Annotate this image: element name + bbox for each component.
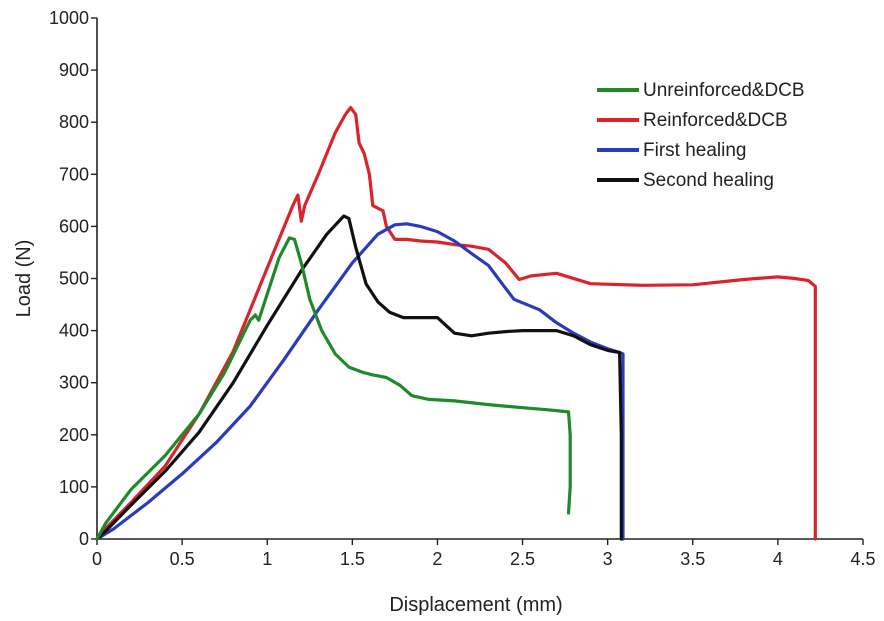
y-axis-title: Load (N) [13, 240, 35, 318]
x-tick-label: 0 [92, 549, 102, 569]
series-line-3 [95, 214, 623, 541]
y-tick-label: 100 [59, 477, 89, 497]
legend-label: Reinforced&DCB [643, 110, 788, 131]
legend-label: First healing [643, 140, 747, 161]
legend: Unreinforced&DCB Reinforced&DCB First heal… [597, 80, 805, 191]
y-tick-label: 0 [79, 529, 89, 549]
legend-label: Unreinforced&DCB [643, 80, 805, 101]
series-group [95, 105, 817, 541]
series-line-1 [95, 105, 817, 541]
series-line-2 [95, 222, 625, 541]
y-tick-label: 500 [59, 269, 89, 289]
x-tick-label: 3 [603, 549, 613, 569]
y-tick-label: 300 [59, 373, 89, 393]
x-tick-label: 1.5 [340, 549, 365, 569]
x-tick-label: 0.5 [170, 549, 195, 569]
y-tick-label: 600 [59, 216, 89, 236]
y-tick-label: 800 [59, 112, 89, 132]
x-tick-label: 4.5 [850, 549, 875, 569]
x-tick-label: 3.5 [680, 549, 705, 569]
x-tick-label: 2 [432, 549, 442, 569]
x-tick-label: 2.5 [510, 549, 535, 569]
y-tick-label: 400 [59, 321, 89, 341]
x-axis-title: Displacement (mm) [389, 594, 562, 616]
y-tick-label: 900 [59, 60, 89, 80]
legend-label: Second healing [643, 170, 774, 191]
x-tick-label: 1 [262, 549, 272, 569]
y-tick-label: 1000 [49, 8, 89, 28]
axes: 0 100 200 300 400 500 600 700 800 900 1000 0 0.5 1 1.5… [49, 8, 876, 569]
x-tick-label: 4 [773, 549, 783, 569]
series-line-0 [95, 236, 572, 541]
y-tick-label: 200 [59, 425, 89, 445]
y-tick-label: 700 [59, 164, 89, 184]
